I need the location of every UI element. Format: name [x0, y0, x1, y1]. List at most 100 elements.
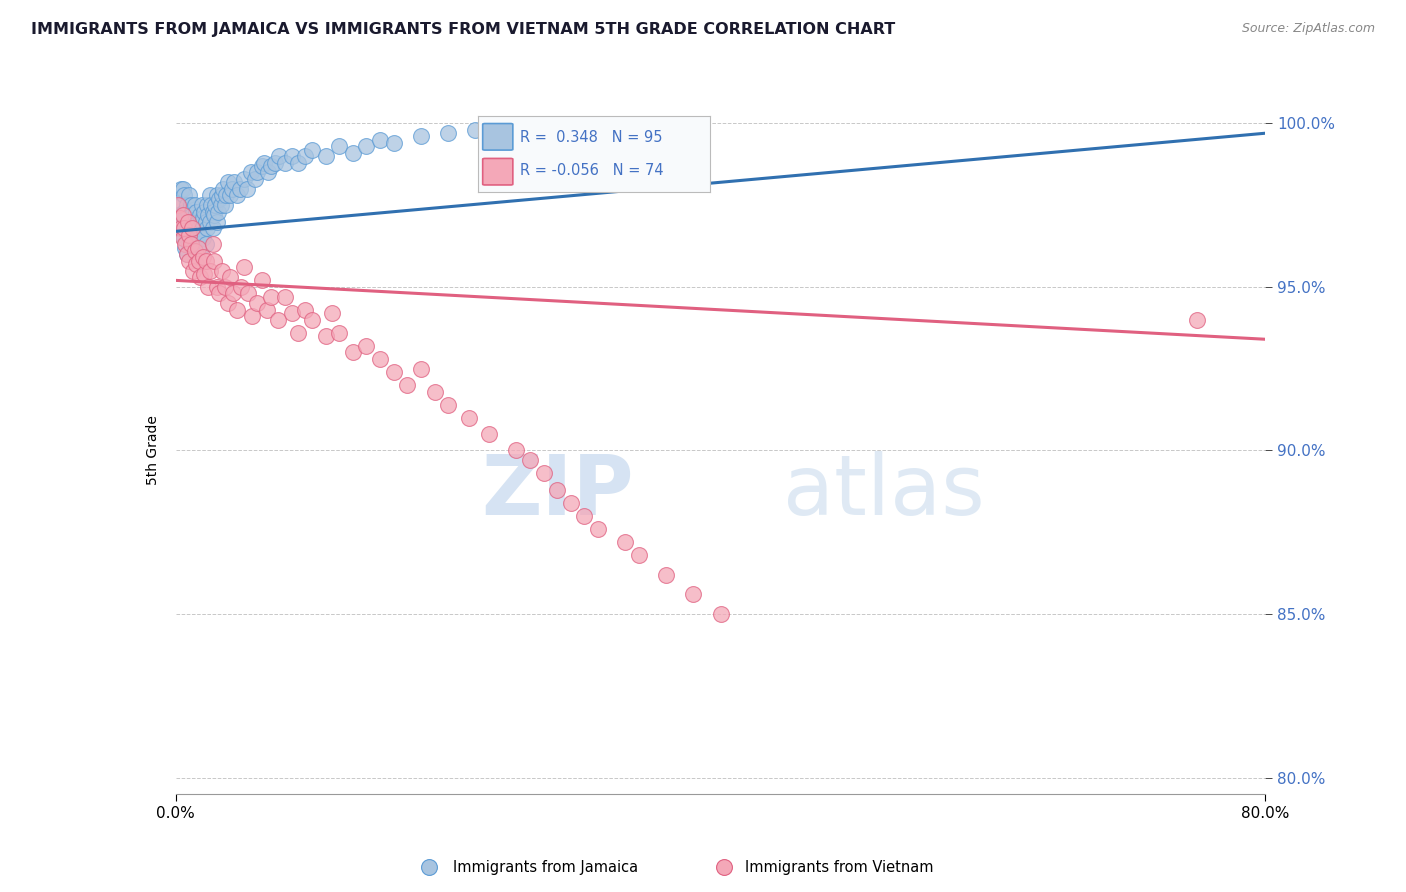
Point [224, 175, 246, 189]
Point [186, 204, 208, 219]
Text: R =  0.348   N = 95: R = 0.348 N = 95 [520, 129, 662, 145]
Point [409, 129, 432, 144]
Point [191, 211, 214, 226]
Point [183, 237, 205, 252]
Point [179, 237, 201, 252]
Point [186, 241, 209, 255]
Point [174, 211, 197, 226]
Point [177, 227, 200, 242]
Point [710, 607, 733, 621]
Text: IMMIGRANTS FROM JAMAICA VS IMMIGRANTS FROM VIETNAM 5TH GRADE CORRELATION CHART: IMMIGRANTS FROM JAMAICA VS IMMIGRANTS FR… [31, 22, 896, 37]
Point [183, 263, 205, 277]
Point [198, 188, 221, 202]
Point [172, 208, 194, 222]
Point [173, 204, 195, 219]
Point [315, 149, 337, 163]
Point [243, 172, 266, 186]
Point [205, 188, 228, 202]
Point [280, 306, 302, 320]
Point [186, 227, 208, 242]
Point [221, 182, 243, 196]
Point [176, 198, 198, 212]
Point [186, 257, 208, 271]
Point [382, 365, 405, 379]
Point [655, 567, 678, 582]
Point [294, 149, 316, 163]
Point [226, 302, 249, 317]
Point [219, 270, 242, 285]
Point [409, 361, 432, 376]
Point [170, 182, 193, 196]
Point [1187, 312, 1209, 326]
Point [176, 247, 198, 261]
Point [188, 270, 211, 285]
Point [239, 165, 262, 179]
Point [184, 198, 207, 212]
Point [190, 198, 212, 212]
Point [172, 182, 194, 196]
Point [246, 165, 269, 179]
Point [209, 198, 232, 212]
Point [269, 149, 291, 163]
Point [232, 172, 254, 186]
Point [197, 280, 219, 294]
Point [342, 345, 364, 359]
Point [423, 384, 446, 399]
Point [181, 231, 204, 245]
Point [170, 198, 193, 212]
Point [205, 214, 228, 228]
Point [173, 221, 195, 235]
Point [167, 198, 190, 212]
Point [211, 263, 233, 277]
Text: atlas: atlas [783, 451, 984, 533]
Point [179, 214, 201, 228]
Point [250, 273, 273, 287]
Point [464, 123, 486, 137]
Point [437, 398, 460, 412]
Point [478, 427, 501, 442]
Point [184, 221, 207, 235]
Point [194, 237, 217, 252]
Point [193, 204, 215, 219]
Point [172, 214, 194, 228]
Point [315, 329, 337, 343]
Point [184, 244, 207, 258]
Point [181, 208, 204, 222]
Point [574, 508, 596, 523]
Point [560, 496, 582, 510]
Text: Immigrants from Vietnam: Immigrants from Vietnam [745, 860, 934, 874]
Point [176, 247, 198, 261]
Point [217, 296, 239, 310]
Point [193, 267, 215, 281]
Point [214, 280, 236, 294]
Point [195, 221, 218, 235]
Point [201, 221, 224, 235]
Point [274, 155, 297, 169]
Point [179, 188, 201, 202]
Point [194, 253, 217, 268]
Point [208, 286, 231, 301]
Point [173, 188, 195, 202]
Point [215, 188, 238, 202]
FancyBboxPatch shape [482, 159, 513, 185]
Point [200, 198, 222, 212]
Point [574, 123, 596, 137]
Point [533, 467, 555, 481]
Point [205, 280, 228, 294]
Point [368, 133, 391, 147]
Point [287, 326, 309, 340]
Point [546, 483, 568, 497]
Point [294, 302, 316, 317]
Point [173, 231, 195, 245]
Point [713, 860, 735, 874]
Point [197, 208, 219, 222]
Point [382, 136, 405, 150]
Point [180, 198, 202, 212]
Point [186, 237, 209, 252]
Point [167, 208, 190, 222]
Point [328, 326, 350, 340]
Point [174, 241, 197, 255]
Point [229, 182, 252, 196]
Point [396, 378, 419, 392]
Point [214, 198, 236, 212]
